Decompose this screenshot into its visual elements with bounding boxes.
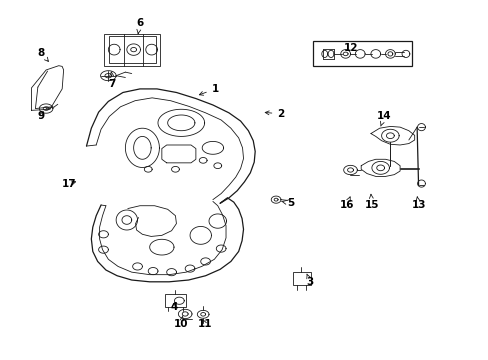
Bar [312,41,411,66]
Bar [104,33,160,66]
Text: 9: 9 [38,111,45,121]
Text: 2: 2 [264,109,284,119]
Text: 6: 6 [136,18,143,33]
Bar [292,272,310,285]
Text: 4: 4 [170,302,177,312]
Text: 7: 7 [108,72,116,89]
Text: 11: 11 [197,319,211,329]
Text: 12: 12 [344,43,358,53]
Text: 13: 13 [410,197,425,210]
Text: 1: 1 [199,84,219,95]
Text: 16: 16 [339,197,353,210]
Text: 3: 3 [306,274,313,287]
Bar [109,36,155,63]
Bar [164,294,186,307]
Text: 14: 14 [376,111,391,126]
Text: 10: 10 [174,316,188,329]
Text: 15: 15 [364,194,378,210]
Text: 5: 5 [281,198,294,208]
Text: 8: 8 [38,48,48,62]
Text: 17: 17 [62,179,77,189]
